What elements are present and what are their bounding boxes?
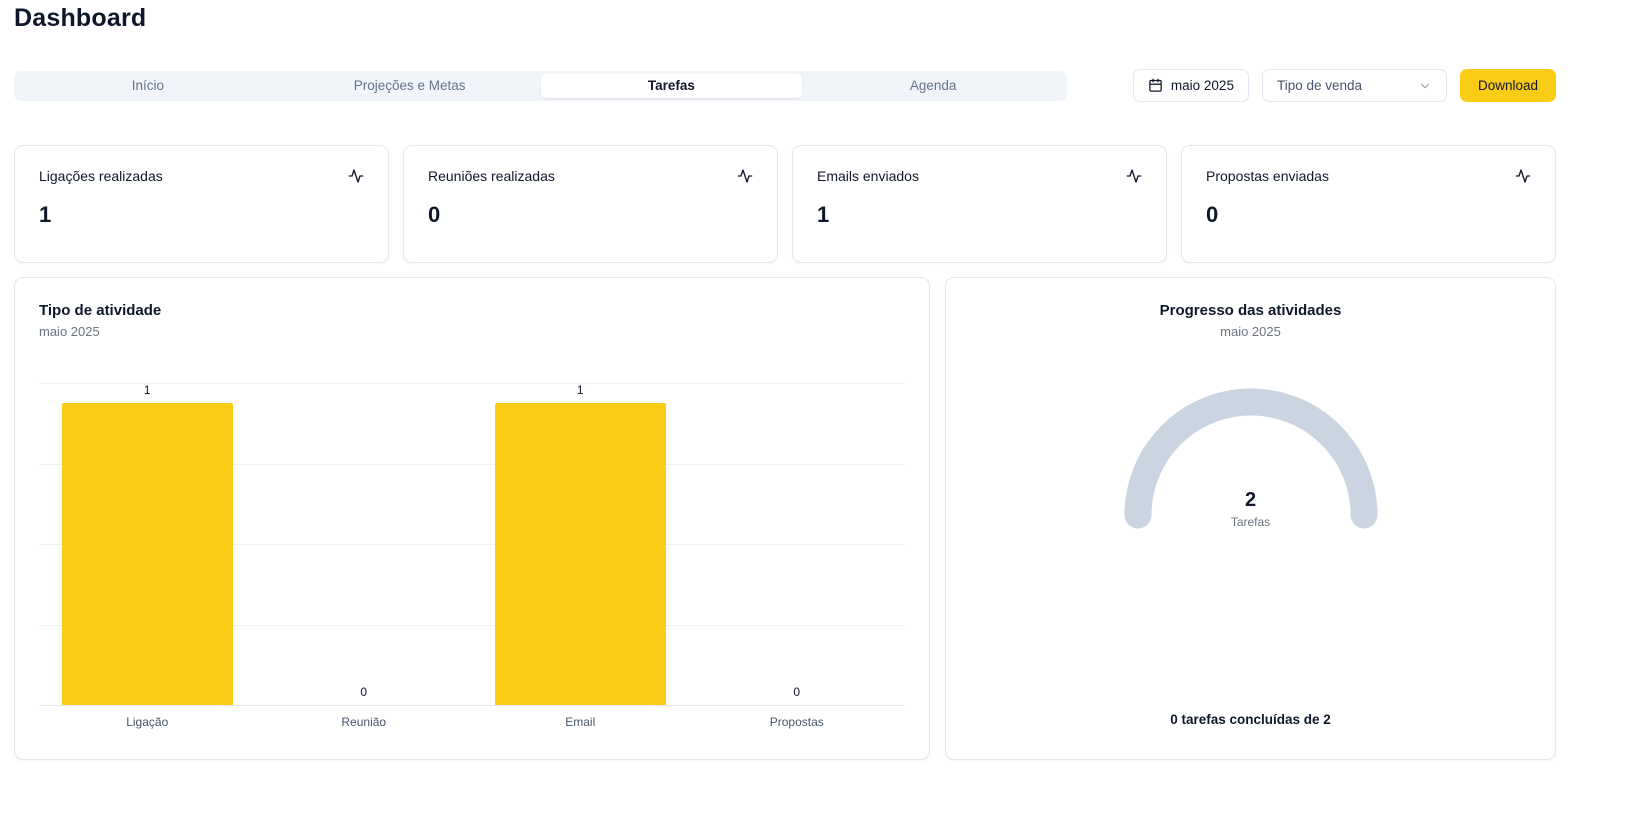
gauge-svg xyxy=(1124,388,1377,529)
x-label-reuniao: Reunião xyxy=(341,715,387,729)
x-axis-baseline xyxy=(39,705,905,706)
x-label-ligacao: Ligação xyxy=(126,715,169,729)
gridline xyxy=(39,624,905,626)
charts-row: Tipo de atividade maio 2025 1 0 xyxy=(14,277,1556,760)
tab-inicio[interactable]: Início xyxy=(131,78,165,93)
stat-label: Propostas enviadas xyxy=(1206,168,1329,184)
activity-icon xyxy=(737,168,753,184)
stat-value: 0 xyxy=(428,202,441,227)
bar-value-label: 0 xyxy=(793,685,801,699)
activity-icon xyxy=(1515,168,1531,184)
chart-subtitle: maio 2025 xyxy=(39,324,100,339)
stat-value: 1 xyxy=(817,202,830,227)
stat-label: Ligações realizadas xyxy=(39,168,163,184)
bars: 1 0 1 0 xyxy=(39,383,905,705)
chart-subtitle: maio 2025 xyxy=(1220,324,1281,339)
tab-bar: Início Projeções e Metas Tarefas Agenda xyxy=(14,70,1067,101)
gauge-footer: 0 tarefas concluídas de 2 xyxy=(1170,712,1331,727)
progress-chart-card: Progresso das atividades maio 2025 2 Tar… xyxy=(945,277,1556,760)
stat-value: 1 xyxy=(39,202,52,227)
stat-label: Emails enviados xyxy=(817,168,919,184)
gauge-track xyxy=(1124,388,1377,529)
activity-icon xyxy=(1126,168,1142,184)
sale-type-select[interactable]: Tipo de venda xyxy=(1261,69,1447,102)
date-picker-button[interactable]: maio 2025 xyxy=(1132,69,1249,102)
stat-card-reunioes: Reuniões realizadas 0 xyxy=(403,145,778,263)
gridline xyxy=(39,544,905,545)
bar-column-reuniao: 0 xyxy=(256,383,473,705)
x-label-email: Email xyxy=(565,715,596,729)
tab-agenda[interactable]: Agenda xyxy=(909,78,957,93)
bar-column-email: 1 xyxy=(472,383,689,705)
calendar-icon xyxy=(1148,78,1163,93)
tab-tarefas[interactable]: Tarefas xyxy=(540,73,803,98)
toolbar: Início Projeções e Metas Tarefas Agenda … xyxy=(14,69,1556,102)
dashboard-page: Dashboard Início Projeções e Metas Taref… xyxy=(14,0,1556,760)
bar-email xyxy=(494,403,666,705)
stat-label: Reuniões realizadas xyxy=(428,168,555,184)
bar-value-label: 1 xyxy=(143,383,151,397)
bar-value-label: 0 xyxy=(360,685,368,699)
stat-value: 0 xyxy=(1206,202,1219,227)
toolbar-controls: maio 2025 Tipo de venda Download xyxy=(1132,69,1556,102)
tab-projecoes-e-metas[interactable]: Projeções e Metas xyxy=(353,78,466,93)
sale-type-label: Tipo de venda xyxy=(1276,78,1363,93)
chart-title: Tipo de atividade xyxy=(39,302,162,319)
stats-row: Ligações realizadas 1 Reuniões realizada… xyxy=(14,145,1556,263)
stat-card-propostas: Propostas enviadas 0 xyxy=(1181,145,1556,263)
gauge: 2 Tarefas xyxy=(1121,387,1381,529)
download-button[interactable]: Download xyxy=(1459,69,1556,102)
stat-card-ligacoes: Ligações realizadas 1 xyxy=(14,145,389,263)
gridline xyxy=(39,463,905,465)
x-axis-labels: Ligação Reunião Email Propostas xyxy=(39,715,905,729)
gauge-label: Tarefas xyxy=(1230,515,1271,529)
activity-icon xyxy=(348,168,364,184)
chevron-down-icon xyxy=(1418,79,1432,93)
date-picker-label: maio 2025 xyxy=(1170,78,1234,93)
chart-title: Progresso das atividades xyxy=(1159,302,1342,319)
x-label-propostas: Propostas xyxy=(769,715,824,729)
gridline xyxy=(39,383,905,384)
bar-column-propostas: 0 xyxy=(689,383,906,705)
bar-ligacao xyxy=(61,403,233,705)
page-title: Dashboard xyxy=(14,4,147,32)
activity-type-chart-card: Tipo de atividade maio 2025 1 0 xyxy=(14,277,930,760)
bar-column-ligacao: 1 xyxy=(39,383,256,705)
gauge-center: 2 Tarefas xyxy=(1121,489,1381,529)
stat-card-emails: Emails enviados 1 xyxy=(792,145,1167,263)
bar-chart-plot: 1 0 1 0 xyxy=(39,383,905,706)
bar-value-label: 1 xyxy=(576,383,584,397)
gauge-value: 2 xyxy=(1244,489,1257,511)
